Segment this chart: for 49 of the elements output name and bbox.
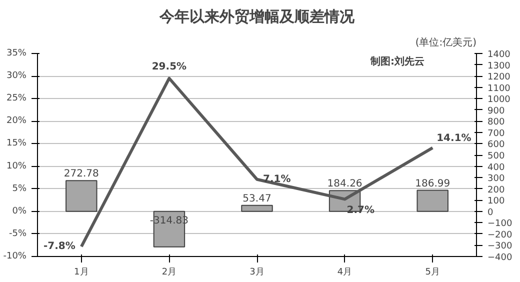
data-label: -7.8%: [44, 241, 76, 252]
chart-subtitle: (单位:亿美元): [415, 36, 477, 48]
y2-tick-label: −300: [488, 242, 512, 252]
chart-title: 今年以来外贸增幅及顺差情况: [158, 8, 356, 26]
y2-tick-label: 400: [488, 162, 505, 173]
bar: [66, 180, 98, 212]
y2-tick-label: 100: [488, 196, 505, 207]
x-tick-label: 5月: [425, 268, 440, 278]
y2-tick-label: 1200: [488, 72, 511, 83]
y-tick-label: 15%: [6, 138, 27, 149]
y-tick-label: -10%: [3, 252, 27, 262]
y2-tick-label: −100: [488, 219, 512, 230]
y-tick-label: 30%: [6, 71, 27, 82]
y2-tick-label: 1000: [488, 95, 511, 106]
x-tick-label: 1月: [74, 268, 89, 278]
y2-tick-label: −200: [488, 230, 512, 240]
y-tick-label: 0%: [12, 206, 27, 216]
y2-tick-label: 700: [488, 128, 505, 139]
x-tick-label: 4月: [337, 268, 352, 278]
y2-tick-label: 1400: [488, 50, 511, 60]
data-label: 2.7%: [346, 205, 375, 216]
x-tick-label: 3月: [250, 268, 264, 278]
data-label: 272.78: [64, 168, 99, 180]
data-label: 14.1%: [436, 132, 472, 144]
y-tick-label: 25%: [6, 94, 27, 104]
bar: [416, 190, 448, 212]
y2-tick-label: 600: [488, 140, 505, 150]
x-tick-label: 2月: [162, 268, 177, 278]
y-tick-label: 35%: [6, 48, 27, 58]
y-tick-label: 5%: [12, 184, 27, 194]
data-label: 184.26: [327, 178, 362, 190]
y2-tick-label: 200: [488, 185, 505, 196]
data-label: 7.1%: [263, 174, 291, 185]
data-label: 53.47: [242, 193, 272, 204]
y2-tick-label: 300: [488, 174, 505, 184]
annotation: 制图:刘先云: [369, 56, 424, 68]
y-tick-label: 10%: [6, 161, 27, 172]
y2-tick-label: 800: [488, 118, 505, 128]
y-tick-label: 20%: [6, 116, 27, 126]
y2-tick-label: −400: [488, 253, 512, 263]
y2-tick-label: 0: [488, 208, 494, 218]
y2-tick-label: 1100: [488, 84, 511, 94]
bar: [241, 204, 273, 212]
y-tick-label: -5%: [8, 228, 27, 239]
data-label: 186.99: [415, 178, 450, 190]
data-label: 29.5%: [152, 61, 187, 72]
y2-tick-label: 500: [488, 152, 505, 162]
y2-tick-label: 900: [488, 106, 505, 116]
y2-tick-label: 1300: [488, 61, 511, 72]
